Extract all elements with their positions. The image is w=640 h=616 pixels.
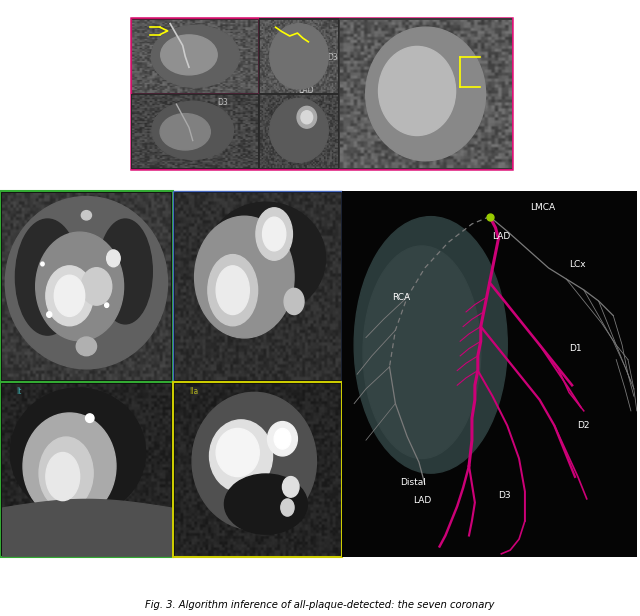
Ellipse shape: [297, 107, 317, 128]
Bar: [131, 18, 259, 94]
Ellipse shape: [46, 266, 93, 326]
Bar: [173, 382, 342, 557]
Text: U2: U2: [278, 36, 289, 46]
Ellipse shape: [195, 216, 294, 338]
Ellipse shape: [152, 101, 234, 160]
Text: LAD: LAD: [447, 138, 463, 147]
Ellipse shape: [23, 413, 116, 519]
Ellipse shape: [160, 113, 211, 150]
Ellipse shape: [365, 27, 486, 161]
Text: D3: D3: [328, 53, 339, 62]
Text: D2: D2: [577, 421, 590, 430]
Ellipse shape: [209, 420, 273, 492]
Ellipse shape: [216, 266, 250, 315]
Text: D1: D1: [210, 41, 220, 50]
Ellipse shape: [262, 217, 286, 251]
Ellipse shape: [208, 254, 258, 326]
Ellipse shape: [301, 111, 313, 124]
Ellipse shape: [151, 25, 239, 87]
Circle shape: [41, 262, 44, 266]
Text: LAD: LAD: [492, 232, 511, 241]
Circle shape: [105, 303, 109, 307]
Bar: [259, 18, 339, 94]
Ellipse shape: [354, 217, 508, 473]
Text: LAD: LAD: [299, 86, 314, 95]
Ellipse shape: [378, 46, 456, 136]
Ellipse shape: [46, 453, 79, 501]
Ellipse shape: [225, 474, 307, 534]
Ellipse shape: [15, 219, 79, 335]
Ellipse shape: [161, 35, 217, 75]
Ellipse shape: [54, 275, 84, 317]
Ellipse shape: [363, 246, 481, 458]
Ellipse shape: [270, 23, 328, 89]
Bar: [131, 18, 512, 169]
Ellipse shape: [81, 211, 92, 220]
Ellipse shape: [206, 202, 326, 315]
Ellipse shape: [107, 250, 120, 267]
Text: RCA: RCA: [392, 293, 410, 302]
Bar: [173, 191, 342, 382]
Text: D1: D1: [569, 344, 581, 353]
Ellipse shape: [81, 268, 112, 305]
Ellipse shape: [216, 429, 259, 477]
Text: Distal: Distal: [436, 123, 458, 132]
Text: It: It: [16, 387, 21, 396]
Ellipse shape: [274, 429, 291, 449]
Ellipse shape: [76, 337, 97, 355]
Text: LAD: LAD: [413, 496, 431, 505]
Text: D3: D3: [217, 99, 228, 108]
Ellipse shape: [282, 477, 299, 497]
Ellipse shape: [36, 232, 124, 341]
Ellipse shape: [284, 288, 304, 315]
Ellipse shape: [268, 421, 298, 456]
Circle shape: [86, 414, 94, 423]
Ellipse shape: [10, 388, 145, 517]
Ellipse shape: [256, 208, 292, 260]
Text: D3: D3: [498, 491, 511, 500]
Bar: [259, 94, 339, 169]
Circle shape: [47, 312, 52, 317]
Bar: [339, 18, 512, 169]
Ellipse shape: [270, 99, 328, 163]
Ellipse shape: [98, 219, 152, 324]
Ellipse shape: [192, 392, 316, 530]
Text: IIa: IIa: [189, 387, 198, 396]
Bar: [0, 191, 173, 382]
Bar: [0, 382, 173, 557]
Ellipse shape: [5, 197, 168, 369]
Text: LCx: LCx: [570, 260, 586, 269]
Bar: [342, 191, 637, 557]
Text: LMCA: LMCA: [530, 203, 555, 212]
Text: D2: D2: [175, 71, 186, 80]
Bar: [131, 94, 259, 169]
Text: Distal: Distal: [400, 478, 426, 487]
Text: Fig. 3. Algorithm inference of all-plaque-detected: the seven coronary: Fig. 3. Algorithm inference of all-plaqu…: [145, 600, 495, 610]
Ellipse shape: [281, 499, 294, 516]
Ellipse shape: [39, 437, 93, 509]
Text: Distal: Distal: [287, 71, 310, 80]
